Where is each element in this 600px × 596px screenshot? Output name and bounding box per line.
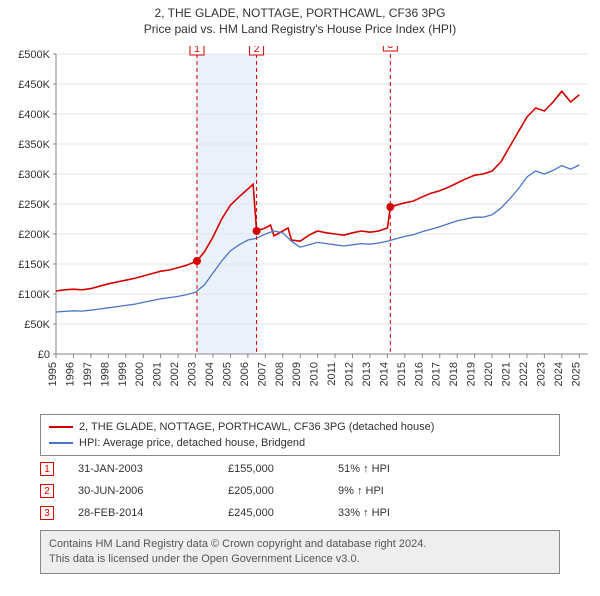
series-hpi xyxy=(56,165,579,312)
svg-text:1996: 1996 xyxy=(64,362,76,386)
svg-text:2019: 2019 xyxy=(466,362,478,386)
svg-text:2010: 2010 xyxy=(309,362,321,386)
svg-text:£150K: £150K xyxy=(18,259,50,271)
chart-title-subtitle: Price paid vs. HM Land Registry's House … xyxy=(0,22,600,36)
sale-row: 1 31-JAN-2003£155,00051% ↑ HPI xyxy=(40,458,560,480)
svg-text:2020: 2020 xyxy=(483,362,495,386)
legend-item: 2, THE GLADE, NOTTAGE, PORTHCAWL, CF36 3… xyxy=(49,419,551,435)
svg-text:2017: 2017 xyxy=(431,362,443,386)
sale-marker-icon: 3 xyxy=(40,506,54,520)
svg-text:2014: 2014 xyxy=(378,362,390,386)
svg-text:2015: 2015 xyxy=(396,362,408,386)
sale-price: £155,000 xyxy=(228,463,338,475)
sale-row: 3 28-FEB-2014£245,00033% ↑ HPI xyxy=(40,502,560,524)
svg-text:2005: 2005 xyxy=(221,362,233,386)
sale-price: £245,000 xyxy=(228,507,338,519)
svg-text:2008: 2008 xyxy=(274,362,286,386)
sale-vs-hpi: 51% ↑ HPI xyxy=(338,463,478,475)
price-chart: £0 £50K £100K £150K £200K £250K £300K £350K £400… xyxy=(0,46,600,406)
svg-text:2013: 2013 xyxy=(361,362,373,386)
legend-label: 2, THE GLADE, NOTTAGE, PORTHCAWL, CF36 3… xyxy=(79,421,434,433)
sale-row: 2 30-JUN-2006£205,0009% ↑ HPI xyxy=(40,480,560,502)
sale-vs-hpi: 9% ↑ HPI xyxy=(338,485,478,497)
svg-text:£200K: £200K xyxy=(18,229,50,241)
legend-item: HPI: Average price, detached house, Brid… xyxy=(49,435,551,451)
svg-text:£450K: £450K xyxy=(18,79,50,91)
sale-price: £205,000 xyxy=(228,485,338,497)
svg-text:2006: 2006 xyxy=(239,362,251,386)
svg-text:2003: 2003 xyxy=(187,362,199,386)
svg-text:1995: 1995 xyxy=(47,362,59,386)
svg-text:2024: 2024 xyxy=(553,362,565,386)
legend-swatch xyxy=(49,442,73,444)
svg-text:1997: 1997 xyxy=(82,362,94,386)
svg-text:2009: 2009 xyxy=(291,362,303,386)
svg-text:2022: 2022 xyxy=(518,362,530,386)
svg-text:£400K: £400K xyxy=(18,109,50,121)
footer-line-2: This data is licensed under the Open Gov… xyxy=(49,552,551,567)
chart-title-address: 2, THE GLADE, NOTTAGE, PORTHCAWL, CF36 3… xyxy=(0,6,600,20)
svg-text:2007: 2007 xyxy=(256,362,268,386)
legend: 2, THE GLADE, NOTTAGE, PORTHCAWL, CF36 3… xyxy=(40,414,560,456)
attribution-footer: Contains HM Land Registry data © Crown c… xyxy=(40,530,560,574)
legend-label: HPI: Average price, detached house, Brid… xyxy=(79,437,305,449)
series-property xyxy=(56,91,579,291)
svg-text:1: 1 xyxy=(194,46,200,55)
svg-text:2012: 2012 xyxy=(344,362,356,386)
svg-text:2023: 2023 xyxy=(535,362,547,386)
svg-text:£350K: £350K xyxy=(18,139,50,151)
sale-date: 28-FEB-2014 xyxy=(78,507,228,519)
sale-marker-icon: 1 xyxy=(40,462,54,476)
svg-text:2011: 2011 xyxy=(326,362,338,386)
svg-text:2004: 2004 xyxy=(204,362,216,386)
svg-text:1998: 1998 xyxy=(99,362,111,386)
svg-text:£500K: £500K xyxy=(18,49,50,61)
svg-text:2: 2 xyxy=(254,46,260,55)
sale-vs-hpi: 33% ↑ HPI xyxy=(338,507,478,519)
svg-text:2016: 2016 xyxy=(413,362,425,386)
sale-date: 30-JUN-2006 xyxy=(78,485,228,497)
svg-text:3: 3 xyxy=(388,46,394,51)
svg-text:2002: 2002 xyxy=(169,362,181,386)
legend-swatch xyxy=(49,426,73,428)
svg-text:£250K: £250K xyxy=(18,199,50,211)
sales-table: 1 31-JAN-2003£155,00051% ↑ HPI 2 30-JUN-200… xyxy=(40,458,560,524)
svg-text:2018: 2018 xyxy=(448,362,460,386)
svg-text:2001: 2001 xyxy=(152,362,164,386)
svg-text:£0: £0 xyxy=(38,349,50,361)
svg-text:2000: 2000 xyxy=(134,362,146,386)
svg-text:£100K: £100K xyxy=(18,289,50,301)
sale-marker-icon: 2 xyxy=(40,484,54,498)
svg-text:£50K: £50K xyxy=(24,319,50,331)
svg-text:1999: 1999 xyxy=(117,362,129,386)
svg-text:£300K: £300K xyxy=(18,169,50,181)
sale-date: 31-JAN-2003 xyxy=(78,463,228,475)
svg-text:2025: 2025 xyxy=(570,362,582,386)
svg-text:2021: 2021 xyxy=(501,362,513,386)
footer-line-1: Contains HM Land Registry data © Crown c… xyxy=(49,537,551,552)
